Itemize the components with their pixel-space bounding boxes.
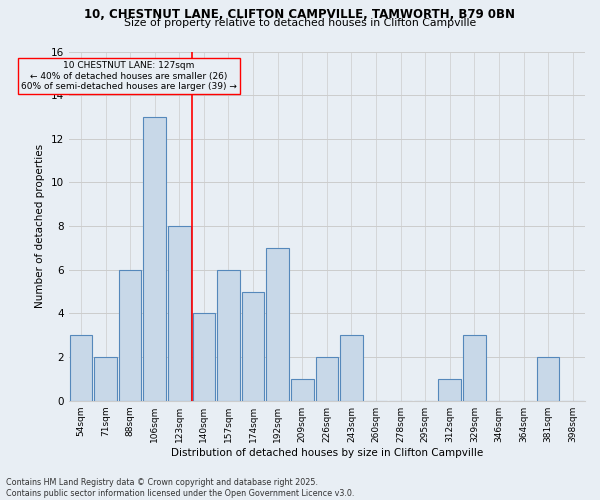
Bar <box>463 335 485 400</box>
Y-axis label: Number of detached properties: Number of detached properties <box>35 144 45 308</box>
Text: Contains HM Land Registry data © Crown copyright and database right 2025.
Contai: Contains HM Land Registry data © Crown c… <box>6 478 355 498</box>
Bar <box>119 270 142 400</box>
Bar <box>291 379 314 400</box>
Text: Size of property relative to detached houses in Clifton Campville: Size of property relative to detached ho… <box>124 18 476 28</box>
Bar <box>94 357 117 401</box>
Bar <box>70 335 92 400</box>
Bar <box>143 117 166 401</box>
Text: 10 CHESTNUT LANE: 127sqm
← 40% of detached houses are smaller (26)
60% of semi-d: 10 CHESTNUT LANE: 127sqm ← 40% of detach… <box>21 62 237 91</box>
Bar <box>340 335 363 400</box>
Bar <box>217 270 240 400</box>
Bar <box>193 314 215 400</box>
Bar <box>242 292 265 401</box>
Text: 10, CHESTNUT LANE, CLIFTON CAMPVILLE, TAMWORTH, B79 0BN: 10, CHESTNUT LANE, CLIFTON CAMPVILLE, TA… <box>85 8 515 20</box>
Bar <box>537 357 559 401</box>
X-axis label: Distribution of detached houses by size in Clifton Campville: Distribution of detached houses by size … <box>171 448 483 458</box>
Bar <box>439 379 461 400</box>
Bar <box>266 248 289 400</box>
Bar <box>316 357 338 401</box>
Bar <box>168 226 191 400</box>
